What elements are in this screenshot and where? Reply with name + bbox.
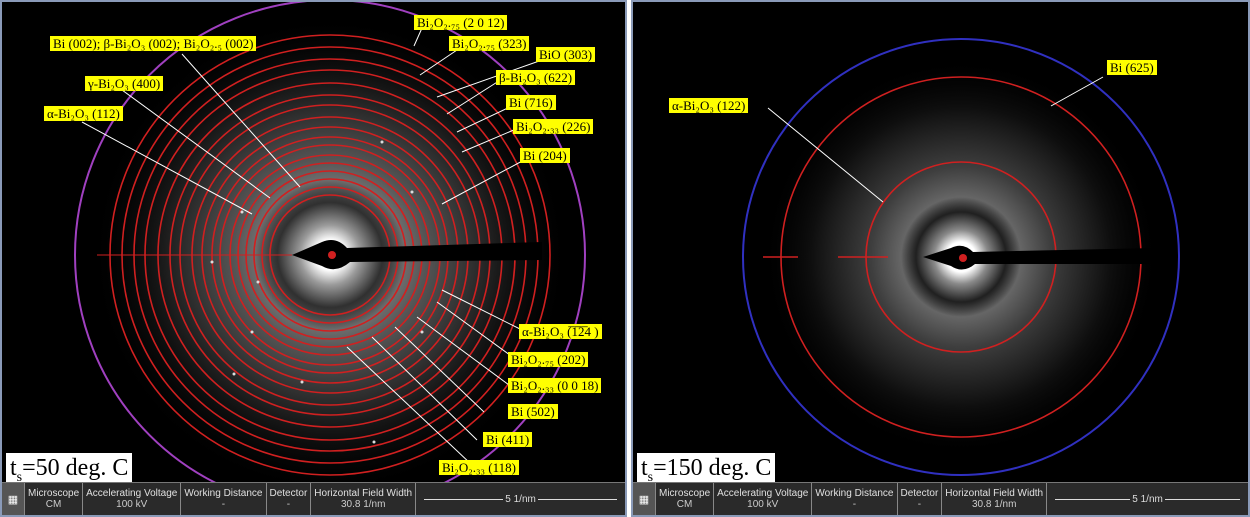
diffraction-pattern-left <box>74 2 586 482</box>
info-voltage: Accelerating Voltage 100 kV <box>714 483 813 515</box>
info-bar-right: ▦ Microscope CM Accelerating Voltage 100 k… <box>633 482 1248 515</box>
label-bi2o275-323: Bi₂O₂.₇₅ (323) <box>449 36 530 51</box>
info-working-distance: Working Distance - <box>181 483 267 515</box>
label-bi-411: Bi (411) <box>483 432 533 447</box>
label-bi2o233-226: Bi₂O₂.₃₃ (226) <box>513 119 594 134</box>
label-gamma-bi2o3-400: γ-Bi₂O₃ (400) <box>85 76 164 91</box>
info-detector: Detector - <box>898 483 943 515</box>
label-bi2o233-118: Bi₂O₂.₃₃ (118) <box>439 460 519 475</box>
label-bi-002-group: Bi (002); β-Bi₂O₃ (002); Bi₂O₂.₅ (002) <box>50 36 257 51</box>
label-bi-204: Bi (204) <box>520 148 570 163</box>
diffraction-pattern-right <box>742 38 1180 476</box>
scale-bar-left: 5 1/nm <box>416 483 625 515</box>
scale-bar-right: 5 1/nm <box>1047 483 1248 515</box>
label-bi2o233-0018: Bi₂O₂.₃₃ (0 0 18) <box>508 378 602 393</box>
label-bi2o275-2012: Bi₂O₂.₇₅ (2 0 12) <box>414 15 508 30</box>
microscope-logo-icon: ▦ <box>633 483 656 515</box>
label-bi2o275-202: Bi₂O₂.₇₅ (202) <box>508 352 589 367</box>
label-bi-625: Bi (625) <box>1107 60 1157 75</box>
label-bi-716: Bi (716) <box>506 95 556 110</box>
info-bar-left: ▦ Microscope CM Accelerating Voltage 100 k… <box>2 482 625 515</box>
diffraction-panel-right: Bi (625) α-Bi₂O₃ (122) ts=150 deg. C ▦ M… <box>631 0 1250 517</box>
info-hfw: Horizontal Field Width 30.8 1/nm <box>311 483 417 515</box>
microscope-logo-icon: ▦ <box>2 483 25 515</box>
info-microscope: Microscope CM <box>656 483 715 515</box>
info-working-distance: Working Distance - <box>812 483 898 515</box>
info-hfw: Horizontal Field Width 30.8 1/nm <box>942 483 1048 515</box>
label-bio-303: BiO (303) <box>536 47 596 62</box>
label-bi-502: Bi (502) <box>508 404 558 419</box>
info-microscope: Microscope CM <box>25 483 84 515</box>
label-alpha-bi2o3-122: α-Bi₂O₃ (122) <box>669 98 749 113</box>
label-beta-bi2o3-622: β-Bi₂O₃ (622) <box>496 70 576 85</box>
label-alpha-bi2o3-112: α-Bi₂O₃ (112) <box>44 106 123 121</box>
diffraction-panel-left: Bi₂O₂.₇₅ (2 0 12) Bi (002); β-Bi₂O₃ (002… <box>0 0 627 517</box>
info-detector: Detector - <box>267 483 312 515</box>
label-alpha-bi2o3-124: α-Bi₂O₃ (̅1̅2̅4 ) <box>519 324 602 339</box>
info-voltage: Accelerating Voltage 100 kV <box>83 483 182 515</box>
